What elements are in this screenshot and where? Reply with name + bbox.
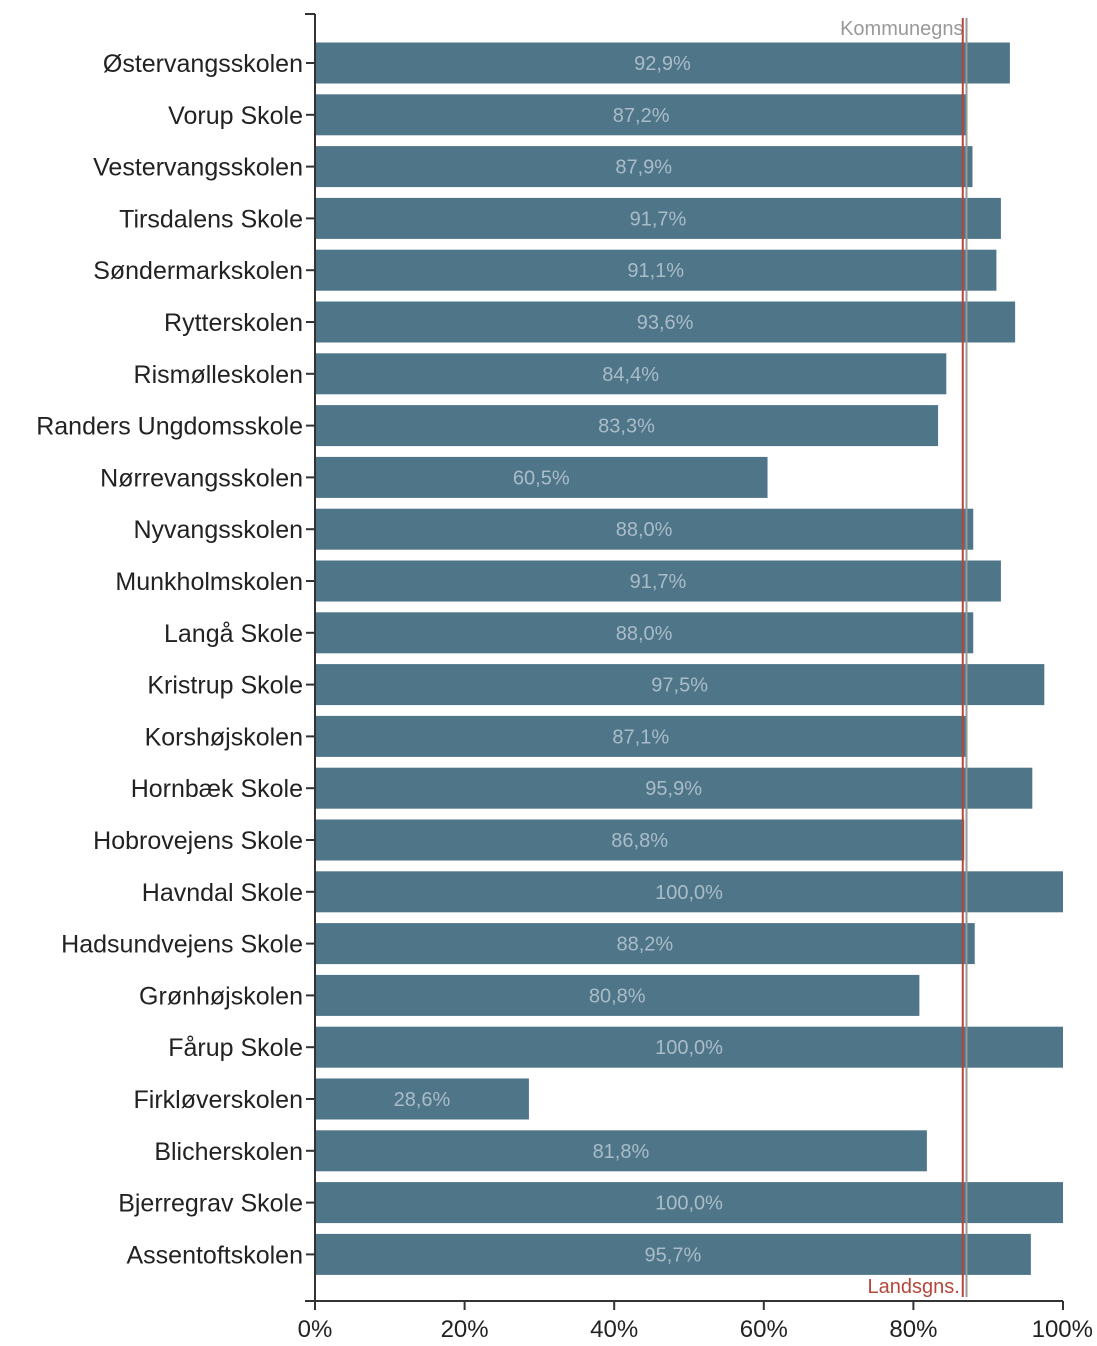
bar	[315, 612, 974, 654]
bar-value-label: 100,0%	[655, 882, 723, 904]
category-label: Nørrevangsskolen	[100, 464, 303, 492]
bar	[315, 249, 997, 291]
bar	[315, 1078, 529, 1120]
bar-value-label: 100,0%	[655, 1193, 723, 1215]
category-label: Firkløverskolen	[134, 1086, 303, 1114]
x-tick-label: 80%	[889, 1316, 937, 1343]
category-label: Hornbæk Skole	[131, 775, 303, 803]
category-label: Tirsdalens Skole	[119, 205, 303, 233]
bar-value-label: 97,5%	[651, 675, 708, 697]
bar	[315, 353, 947, 395]
bar	[315, 456, 768, 498]
x-axis: 0% 20% 40% 60% 80% 100%	[298, 1300, 1093, 1343]
bar	[315, 1233, 1031, 1275]
bar-value-label: 91,7%	[630, 571, 687, 593]
bar	[315, 560, 1001, 602]
bar-value-label: 88,2%	[617, 934, 674, 956]
category-label: Vestervangsskolen	[93, 154, 303, 182]
bar	[315, 508, 974, 550]
bar	[315, 715, 967, 757]
category-label: Korshøjskolen	[145, 723, 303, 751]
y-axis: Østervangsskolen Vorup Skole Vestervangssk…	[36, 13, 316, 1301]
x-tick-label: 60%	[740, 1316, 788, 1343]
reference-line-label: Landsgns.	[867, 1276, 959, 1298]
bar-value-label: 81,8%	[593, 1141, 650, 1163]
bar	[315, 923, 975, 965]
bar	[315, 871, 1063, 913]
bar-value-label: 87,1%	[612, 726, 669, 748]
category-label: Rismølleskolen	[134, 361, 303, 389]
bar	[315, 974, 920, 1016]
bar	[315, 1130, 927, 1172]
bar	[315, 664, 1045, 706]
x-tick-label: 0%	[298, 1316, 333, 1343]
bars-group: 92,9% 87,2% 87,9% 91,7% 91,1% 93,6% 84,4% 83,3%…	[315, 42, 1063, 1275]
x-tick-label: 100%	[1032, 1316, 1093, 1343]
category-label: Hobrovejens Skole	[93, 827, 303, 855]
bar	[315, 819, 965, 861]
bar	[315, 1182, 1063, 1224]
bar	[315, 1026, 1063, 1068]
category-label: Hadsundvejens Skole	[61, 931, 303, 959]
bar-value-label: 87,9%	[615, 157, 672, 179]
category-label: Grønhøjskolen	[139, 982, 303, 1010]
bar-value-label: 95,7%	[645, 1244, 702, 1266]
bar-value-label: 60,5%	[513, 467, 570, 489]
category-label: Randers Ungdomsskole	[36, 413, 303, 441]
bar	[315, 301, 1016, 343]
bar-value-label: 80,8%	[589, 985, 646, 1007]
bar-value-label: 84,4%	[602, 364, 659, 386]
category-label: Langå Skole	[164, 620, 303, 648]
category-label: Rytterskolen	[164, 309, 303, 337]
bar	[315, 767, 1033, 809]
bar-value-label: 100,0%	[655, 1037, 723, 1059]
x-tick-label: 40%	[590, 1316, 638, 1343]
category-label: Bjerregrav Skole	[118, 1190, 303, 1218]
reference-lines-group: Kommunegns Landsgns.	[840, 18, 968, 1298]
bar-value-label: 92,9%	[634, 53, 691, 75]
category-label: Fårup Skole	[168, 1034, 303, 1062]
bar	[315, 405, 939, 447]
category-label: Havndal Skole	[142, 879, 303, 907]
bar-value-label: 88,0%	[616, 519, 673, 541]
category-label: Munkholmskolen	[115, 568, 303, 596]
bar-value-label: 28,6%	[394, 1089, 451, 1111]
bar	[315, 42, 1010, 84]
category-label: Nyvangsskolen	[133, 516, 303, 544]
category-label: Østervangsskolen	[103, 50, 303, 78]
bar-value-label: 88,0%	[616, 623, 673, 645]
reference-line-label: Kommunegns	[840, 18, 963, 40]
bar-value-label: 83,3%	[598, 416, 655, 438]
category-label: Vorup Skole	[168, 102, 303, 130]
category-label: Kristrup Skole	[147, 672, 303, 700]
bar-value-label: 91,1%	[627, 260, 684, 282]
bar	[315, 146, 973, 188]
bar	[315, 197, 1001, 239]
x-tick-label: 20%	[441, 1316, 489, 1343]
bar	[315, 94, 968, 136]
bar-value-label: 87,2%	[613, 105, 670, 127]
category-label: Blicherskolen	[154, 1138, 303, 1166]
bar-value-label: 91,7%	[630, 208, 687, 230]
category-label: Assentoftskolen	[127, 1241, 304, 1269]
bar-value-label: 86,8%	[611, 830, 668, 852]
bar-value-label: 95,9%	[645, 778, 702, 800]
category-label: Søndermarkskolen	[93, 257, 303, 285]
bar-value-label: 93,6%	[637, 312, 694, 334]
